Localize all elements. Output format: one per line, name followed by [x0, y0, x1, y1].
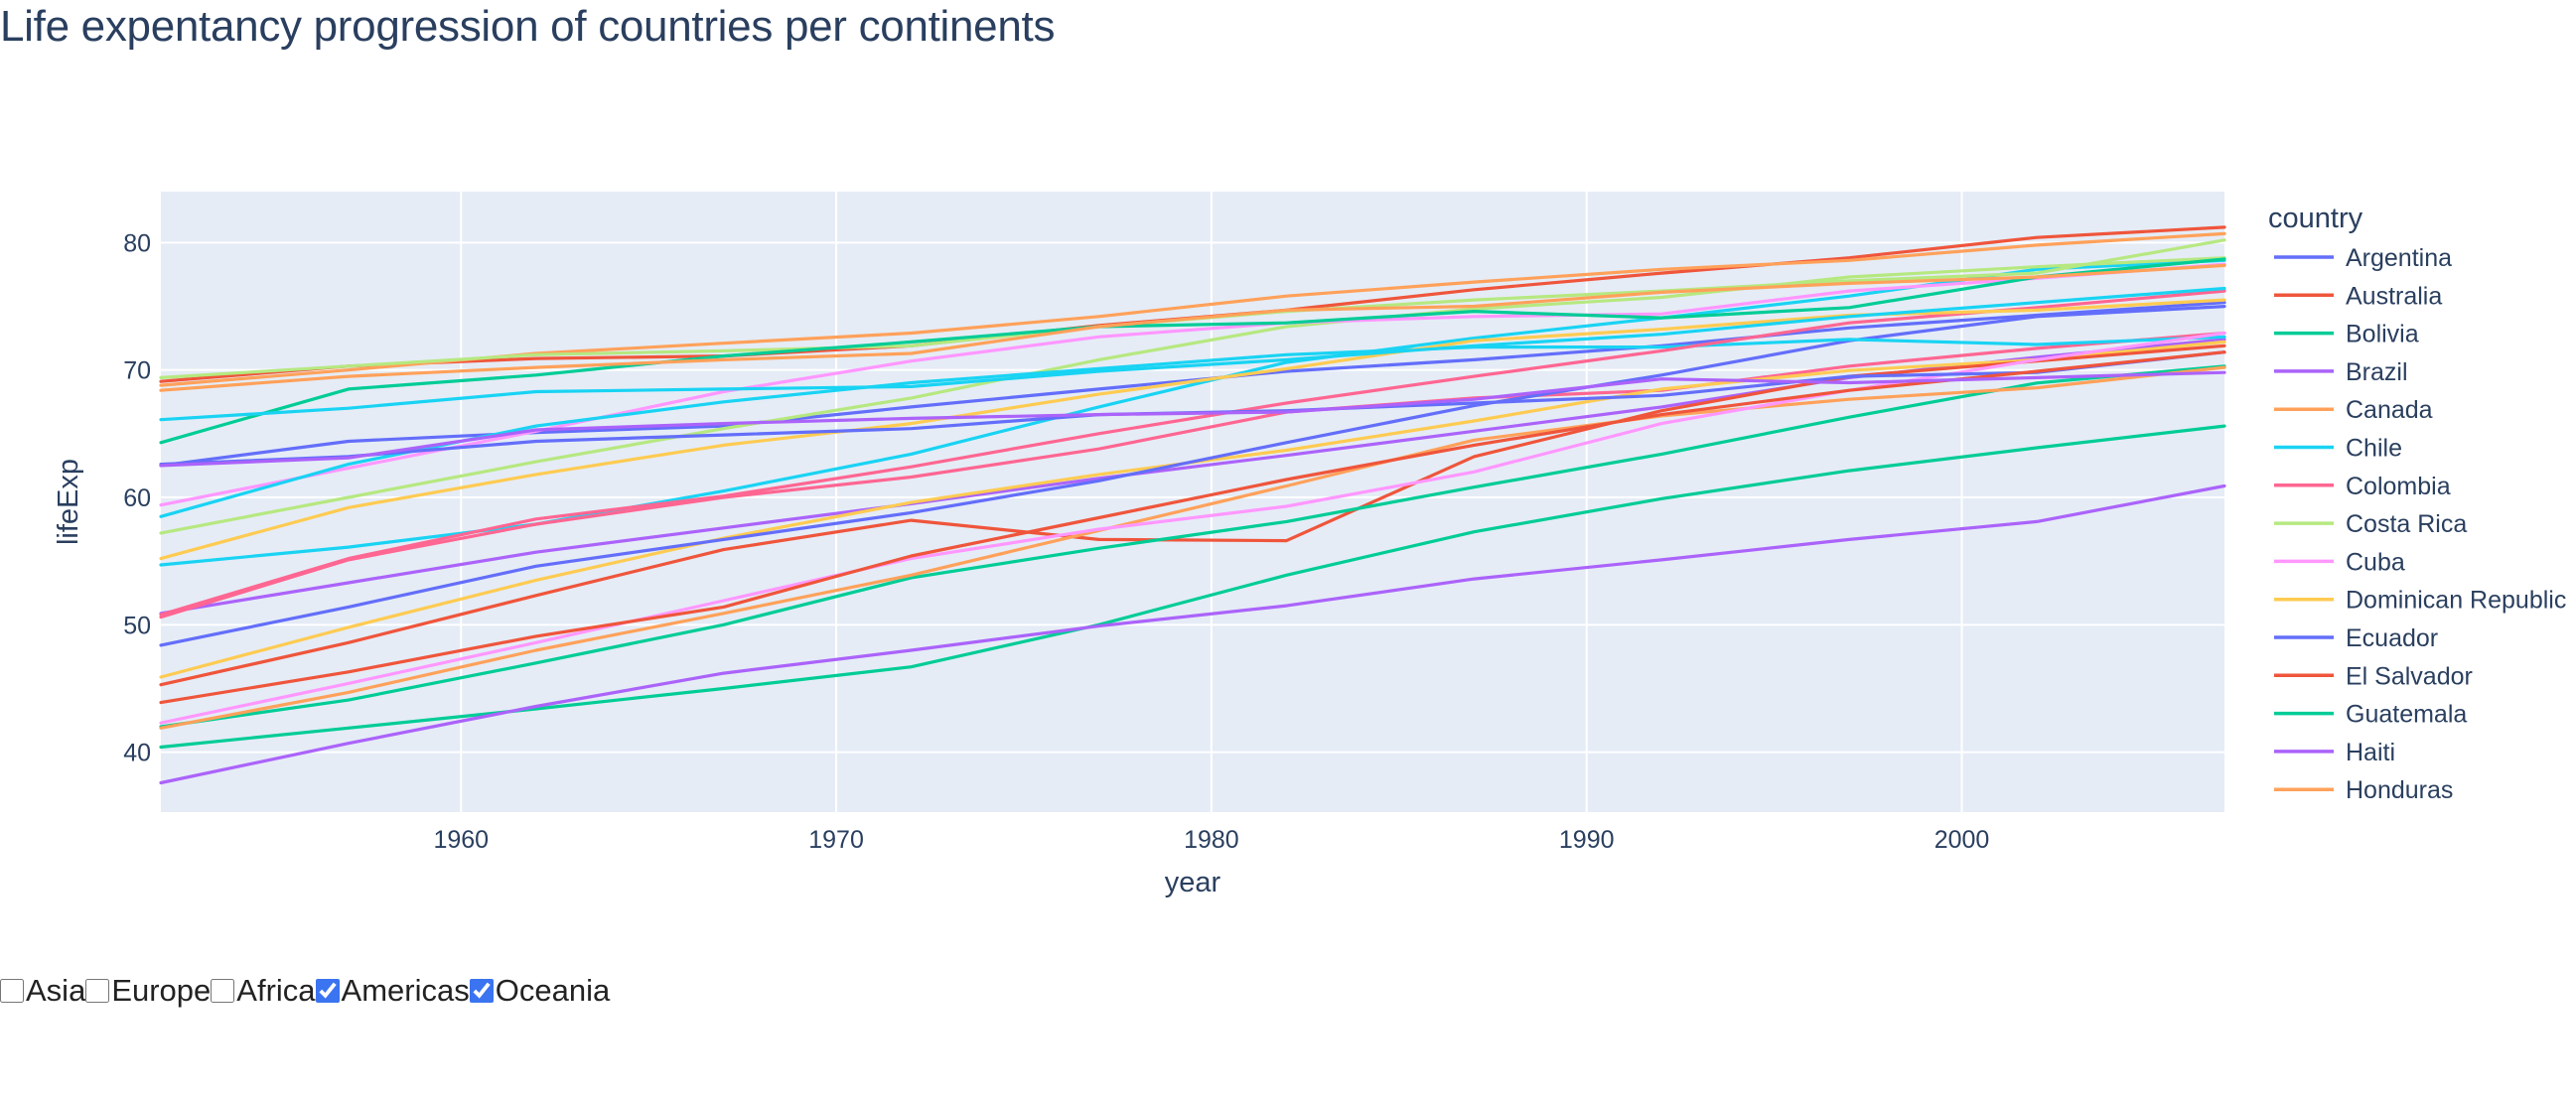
- filter-asia[interactable]: Asia: [0, 973, 85, 1009]
- continent-filters: Asia Europe Africa Americas Oceania: [0, 973, 610, 1009]
- filter-africa-label: Africa: [236, 973, 316, 1008]
- legend-label: Brazil: [2346, 358, 2408, 386]
- legend-label: Chile: [2346, 435, 2402, 463]
- legend-item[interactable]: Cuba: [2274, 548, 2405, 576]
- filter-americas-label: Americas: [341, 973, 470, 1008]
- legend-item[interactable]: Colombia: [2274, 473, 2451, 500]
- filter-americas[interactable]: Americas: [315, 973, 470, 1009]
- legend[interactable]: country Argentina Australia Bolivia Brazil C…: [2268, 203, 2566, 804]
- legend-label: Australia: [2346, 282, 2442, 310]
- x-axis-ticks: 1960 1970 1980 1990 2000: [433, 826, 1989, 854]
- line-chart: 1960 1970 1980 1990 2000 40 50 60 70 80 year lif…: [53, 192, 2566, 898]
- filter-europe[interactable]: Europe: [85, 973, 211, 1009]
- legend-item[interactable]: Canada: [2274, 396, 2433, 424]
- legend-label: Haiti: [2346, 739, 2395, 766]
- legend-item[interactable]: Guatemala: [2274, 701, 2467, 729]
- series-line-18[interactable]: [159, 331, 2226, 725]
- series-line-guatemala[interactable]: [159, 364, 2226, 729]
- legend-label: Canada: [2346, 396, 2433, 424]
- legend-label: El Salvador: [2346, 662, 2473, 690]
- plot-area: [161, 192, 2224, 812]
- series-line-costa-rica[interactable]: [159, 256, 2226, 535]
- filter-europe-label: Europe: [111, 973, 212, 1008]
- series-line-cuba[interactable]: [159, 262, 2226, 507]
- legend-item[interactable]: Chile: [2274, 435, 2402, 463]
- y-tick-label: 60: [123, 484, 151, 512]
- series-line-honduras[interactable]: [159, 365, 2226, 730]
- filter-asia-checkbox[interactable]: [0, 979, 24, 1003]
- filter-americas-checkbox[interactable]: [315, 979, 340, 1003]
- legend-label: Honduras: [2346, 776, 2453, 804]
- series-line-haiti[interactable]: [159, 483, 2226, 785]
- legend-item[interactable]: Brazil: [2274, 358, 2408, 386]
- series-line-16[interactable]: [159, 289, 2226, 617]
- page-title: Life expentancy progression of countries…: [0, 2, 1056, 51]
- y-tick-label: 80: [123, 229, 151, 257]
- x-tick-label: 1960: [433, 826, 489, 854]
- legend-item[interactable]: Bolivia: [2274, 321, 2419, 348]
- series-line-ecuador[interactable]: [159, 305, 2226, 647]
- legend-label: Bolivia: [2346, 321, 2419, 348]
- filter-europe-checkbox[interactable]: [85, 979, 110, 1003]
- legend-item[interactable]: Dominican Republic: [2274, 587, 2566, 615]
- legend-label: Colombia: [2346, 473, 2451, 500]
- filter-oceania[interactable]: Oceania: [469, 973, 611, 1009]
- filter-africa[interactable]: Africa: [211, 973, 316, 1009]
- x-axis-label: year: [1165, 867, 1221, 898]
- legend-item[interactable]: Costa Rica: [2274, 510, 2467, 538]
- legend-label: Guatemala: [2346, 701, 2467, 729]
- legend-label: Ecuador: [2346, 624, 2438, 652]
- series-lines: [159, 225, 2226, 785]
- x-tick-label: 2000: [1934, 826, 1990, 854]
- legend-title: country: [2268, 203, 2363, 234]
- x-tick-label: 1990: [1559, 826, 1615, 854]
- series-line-21[interactable]: [159, 350, 2226, 705]
- legend-label: Costa Rica: [2346, 510, 2467, 538]
- series-line-23[interactable]: [159, 370, 2226, 468]
- series-line-24[interactable]: [159, 263, 2226, 392]
- y-tick-label: 40: [123, 740, 151, 767]
- series-line-22[interactable]: [159, 257, 2226, 445]
- y-axis-label: lifeExp: [53, 459, 84, 545]
- legend-item[interactable]: Honduras: [2274, 776, 2453, 804]
- legend-label: Argentina: [2346, 244, 2452, 272]
- legend-item[interactable]: Argentina: [2274, 244, 2452, 272]
- series-line-colombia[interactable]: [159, 331, 2226, 620]
- y-tick-label: 70: [123, 357, 151, 385]
- x-tick-label: 1980: [1184, 826, 1239, 854]
- legend-item[interactable]: Australia: [2274, 282, 2442, 310]
- y-tick-label: 50: [123, 612, 151, 639]
- series-line-25[interactable]: [159, 286, 2226, 422]
- series-line-chile[interactable]: [159, 258, 2226, 567]
- legend-item[interactable]: El Salvador: [2274, 662, 2473, 690]
- x-tick-label: 1970: [808, 826, 864, 854]
- filter-oceania-checkbox[interactable]: [469, 979, 494, 1003]
- y-axis-ticks: 40 50 60 70 80: [123, 229, 151, 766]
- legend-label: Cuba: [2346, 548, 2405, 576]
- legend-item[interactable]: Haiti: [2274, 739, 2395, 766]
- filter-oceania-label: Oceania: [495, 973, 611, 1008]
- series-line-15[interactable]: [159, 335, 2226, 518]
- legend-item[interactable]: Ecuador: [2274, 624, 2438, 652]
- filter-africa-checkbox[interactable]: [211, 979, 235, 1003]
- legend-label: Dominican Republic: [2346, 587, 2566, 615]
- filter-asia-label: Asia: [26, 973, 86, 1008]
- series-line-el-salvador[interactable]: [159, 344, 2226, 687]
